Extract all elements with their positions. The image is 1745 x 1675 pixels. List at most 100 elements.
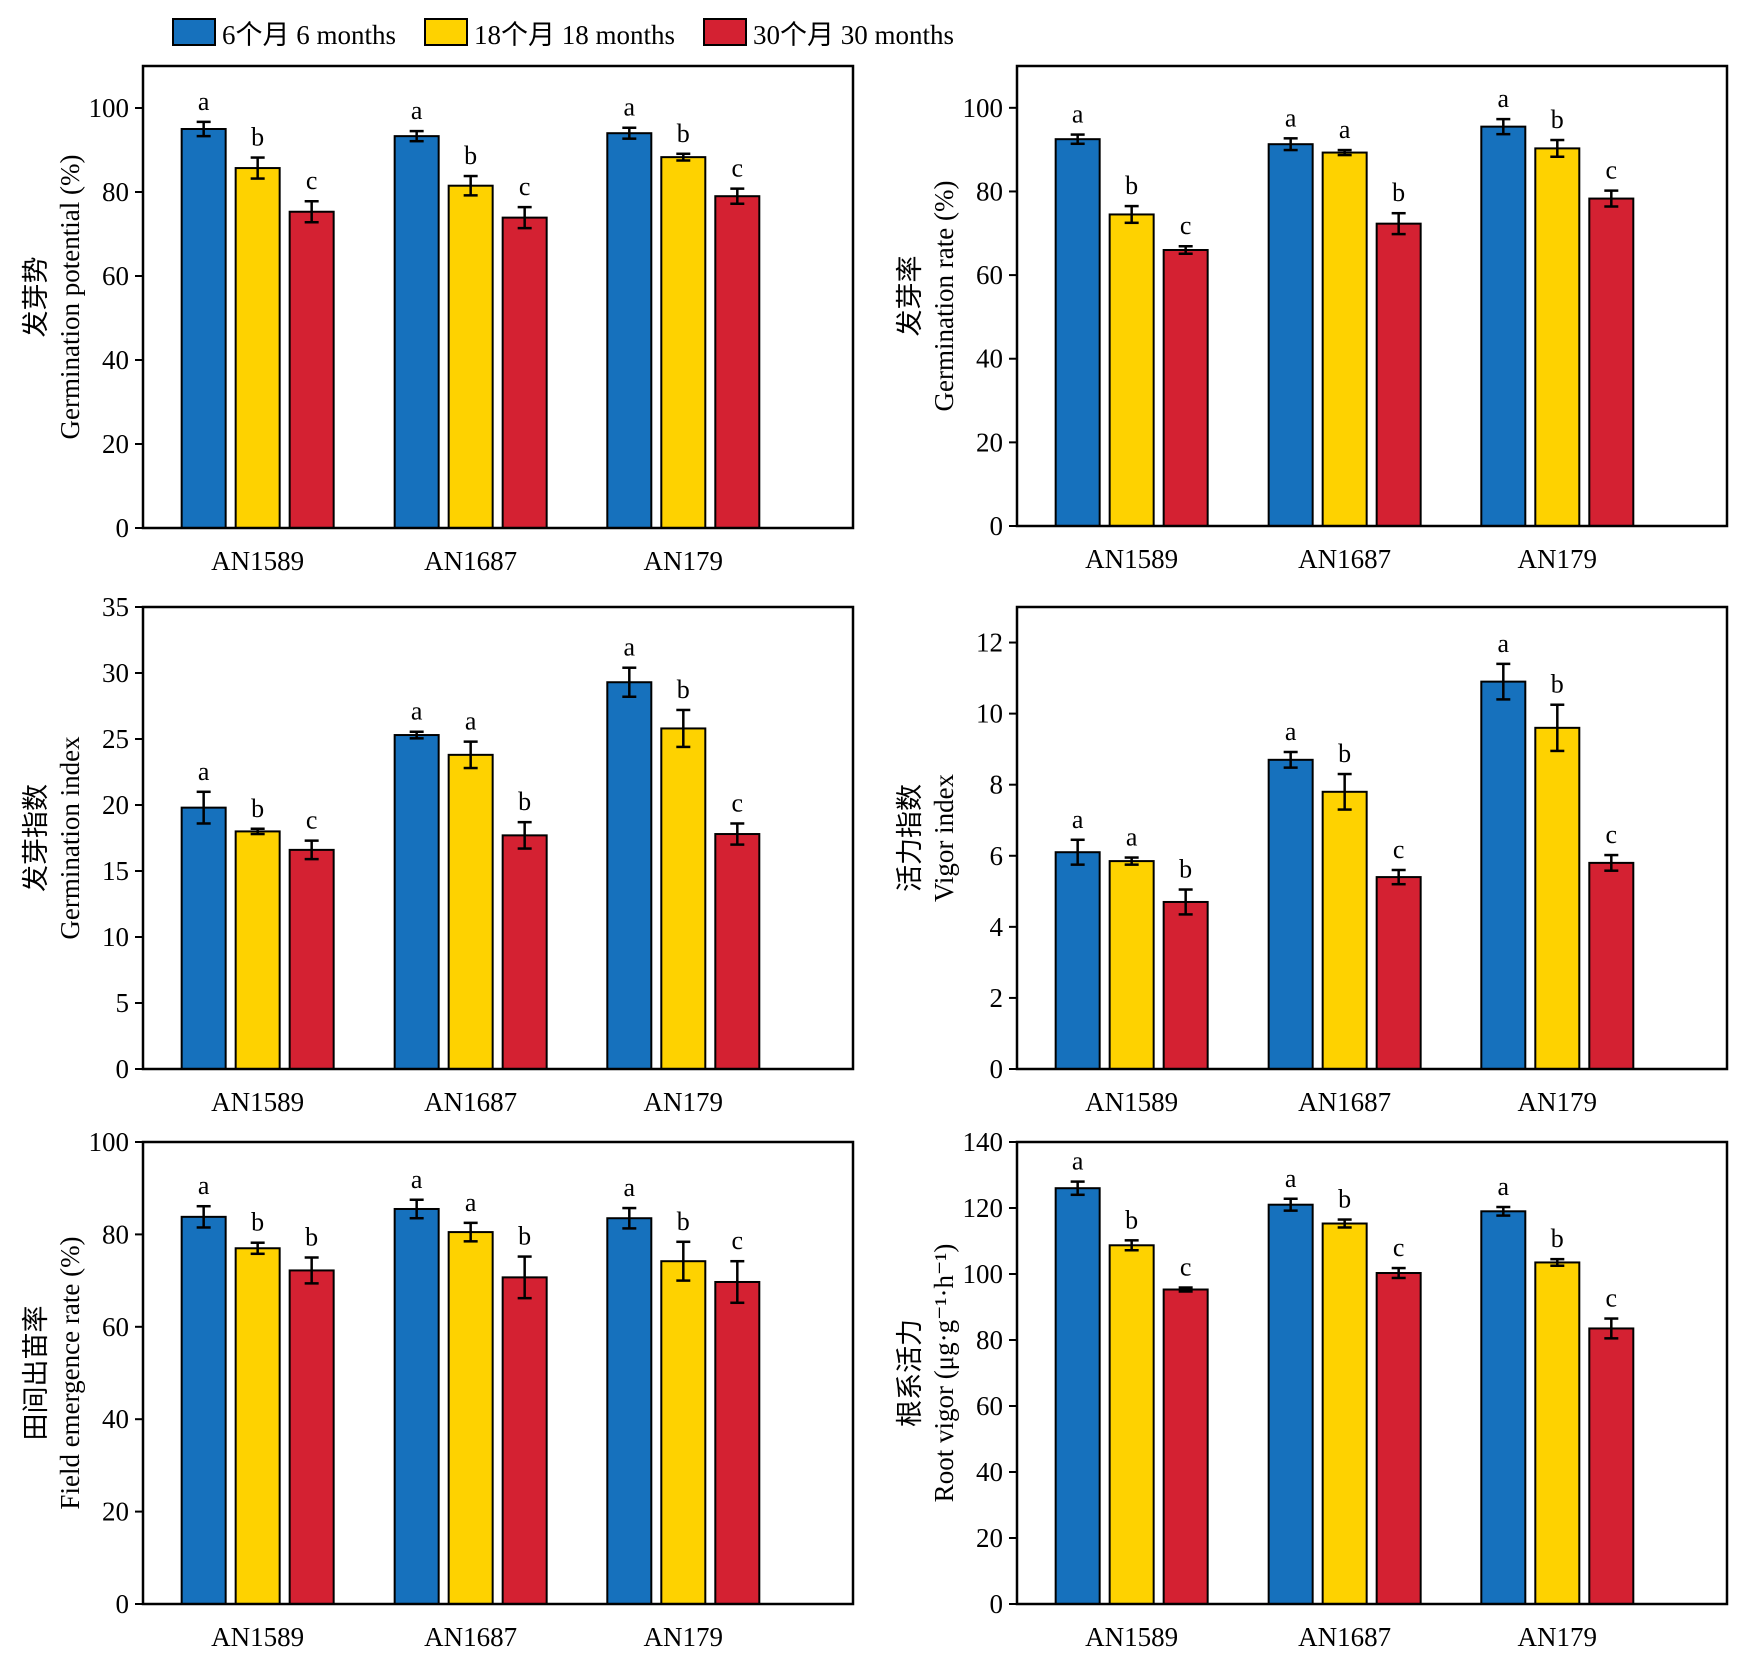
y-tick-label: 60 (976, 260, 1003, 290)
significance-letter: a (198, 87, 210, 116)
bar-an179-series-1 (1480, 1210, 1527, 1606)
bar-an1589-series-3 (288, 848, 335, 1070)
bar-an179-series-3 (1588, 1327, 1635, 1605)
x-category-label: AN1687 (1298, 1622, 1391, 1652)
significance-letter: c (1606, 820, 1618, 849)
x-category-label: AN1687 (1298, 544, 1391, 574)
y-tick-label: 60 (102, 1312, 129, 1342)
bar-an179-series-3 (1588, 861, 1635, 1071)
y-tick-label: 40 (102, 1404, 129, 1434)
y-tick-label: 20 (976, 427, 1003, 457)
significance-letter: c (732, 154, 744, 183)
bar-an179-series-3 (714, 195, 761, 529)
bar-an1589-series-3 (288, 210, 335, 530)
y-tick-label: 80 (976, 1325, 1003, 1355)
significance-letter: c (1606, 156, 1618, 185)
y-tick-label: 100 (89, 93, 130, 123)
significance-letter: b (1551, 670, 1564, 699)
x-category-label: AN1589 (211, 1087, 304, 1117)
bar-an1589-series-3 (1162, 900, 1209, 1070)
y-tick-label: 80 (976, 176, 1003, 206)
x-category-label: AN1589 (211, 1622, 304, 1652)
significance-letter: a (465, 1188, 477, 1217)
bar-an179-series-2 (660, 1260, 707, 1606)
significance-letter: b (1179, 855, 1192, 884)
significance-letter: a (1285, 103, 1297, 132)
bar-an1687-series-1 (393, 135, 440, 529)
bar-an179-series-1 (606, 681, 653, 1070)
y-tick-label: 120 (963, 1193, 1004, 1223)
x-category-label: AN1687 (1298, 1087, 1391, 1117)
y-axis-title: Root vigor (μg·g⁻¹·h⁻¹) (929, 1244, 959, 1503)
significance-letter: c (1606, 1284, 1618, 1313)
significance-letter: a (1498, 1172, 1510, 1201)
bar-an1687-series-1 (1267, 143, 1314, 527)
y-axis-title-cn: 田间出苗率 (21, 1306, 51, 1441)
legend-label-6-months: 6个月 6 months (222, 19, 397, 50)
significance-letter: a (198, 1171, 210, 1200)
y-axis-title-cn: 发芽指数 (21, 784, 51, 892)
y-tick-label: 4 (990, 912, 1004, 942)
significance-letter: c (1393, 1233, 1405, 1262)
chart-3: 0 5 10 15 20 25 30 35 a b c AN1589 a a b AN1687 a b c AN179… (21, 592, 855, 1117)
bar-an1589-series-2 (234, 1247, 281, 1605)
x-category-label: AN1589 (1085, 544, 1178, 574)
y-tick-label: 25 (102, 724, 129, 754)
x-category-label: AN1687 (424, 1622, 517, 1652)
y-tick-label: 10 (102, 922, 129, 952)
significance-letter: b (677, 119, 690, 148)
bar-an179-series-1 (1480, 125, 1527, 528)
bar-an1589-series-1 (1054, 138, 1101, 527)
legend-label-30-months: 30个月 30 months (753, 19, 955, 50)
x-category-label: AN1589 (1085, 1622, 1178, 1652)
y-tick-label: 80 (102, 177, 129, 207)
bar-an1687-series-2 (1321, 790, 1368, 1070)
significance-letter: a (1498, 629, 1510, 658)
significance-letter: a (624, 1173, 636, 1202)
bar-an1687-series-3 (501, 1276, 548, 1605)
y-axis-title-cn: 活力指数 (895, 784, 925, 892)
plot-frame (141, 1140, 855, 1606)
y-tick-label: 6 (990, 841, 1004, 871)
y-tick-label: 100 (963, 93, 1004, 123)
x-category-label: AN1589 (211, 546, 304, 576)
y-tick-label: 0 (116, 1589, 130, 1619)
bar-an1589-series-1 (1054, 1187, 1101, 1605)
y-tick-label: 2 (990, 983, 1004, 1013)
significance-letter: a (1072, 805, 1084, 834)
legend-item-6-months: 6个月 6 months (172, 13, 396, 52)
y-tick-label: 20 (102, 790, 129, 820)
significance-letter: b (464, 141, 477, 170)
bar-an1589-series-2 (1108, 860, 1155, 1070)
y-axis-title: Vigor index (929, 773, 959, 902)
plot-frame (1015, 1140, 1729, 1606)
significance-letter: a (411, 697, 423, 726)
significance-letter: c (306, 166, 318, 195)
bar-an1589-series-3 (1162, 249, 1209, 527)
significance-letter: b (251, 1208, 264, 1237)
y-tick-label: 30 (102, 658, 129, 688)
bar-an1687-series-3 (1375, 876, 1422, 1070)
bar-an1589-series-1 (180, 128, 227, 529)
significance-letter: b (518, 1222, 531, 1251)
significance-letter: b (1338, 739, 1351, 768)
significance-letter: a (465, 707, 477, 736)
y-tick-label: 5 (116, 988, 130, 1018)
significance-letter: b (1125, 1205, 1138, 1234)
y-axis-title: Germination potential (%) (55, 155, 85, 440)
y-tick-label: 40 (102, 345, 129, 375)
bar-an1687-series-2 (1321, 1222, 1368, 1605)
bar-an1687-series-1 (1267, 1203, 1314, 1605)
y-tick-label: 80 (102, 1219, 129, 1249)
significance-letter: a (1339, 115, 1351, 144)
y-tick-label: 100 (963, 1259, 1004, 1289)
significance-letter: a (1285, 717, 1297, 746)
significance-letter: b (1551, 1224, 1564, 1253)
x-category-label: AN1687 (424, 546, 517, 576)
significance-letter: a (624, 93, 636, 122)
bar-an1687-series-3 (1375, 222, 1422, 527)
y-tick-label: 20 (102, 429, 129, 459)
y-tick-label: 20 (976, 1523, 1003, 1553)
significance-letter: b (677, 1207, 690, 1236)
